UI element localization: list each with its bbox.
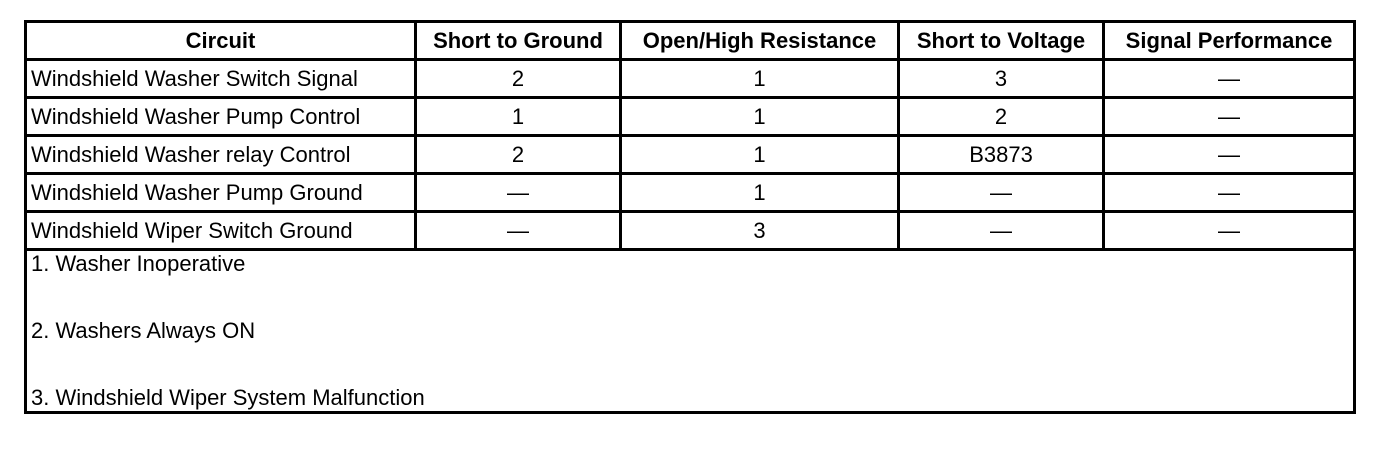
signal-performance-cell: — [1102, 172, 1356, 213]
circuit-cell: Windshield Washer Pump Control [24, 96, 417, 137]
notes-cell: 1. Washer Inoperative 2. Washers Always … [24, 248, 1356, 414]
signal-performance-cell: — [1102, 96, 1356, 137]
short-to-voltage-cell: 3 [897, 58, 1105, 99]
short-to-voltage-cell: B3873 [897, 134, 1105, 175]
short-to-ground-cell: — [414, 210, 622, 251]
circuit-cell: Windshield Washer Pump Ground [24, 172, 417, 213]
header-signal-performance: Signal Performance [1102, 20, 1356, 61]
header-short-to-voltage: Short to Voltage [897, 20, 1105, 61]
circuit-cell: Windshield Washer relay Control [24, 134, 417, 175]
table-row: Windshield Washer Switch Signal 2 1 3 — [24, 58, 1356, 99]
circuit-diagnostic-table: Circuit Short to Ground Open/High Resist… [24, 20, 1356, 414]
header-circuit: Circuit [24, 20, 417, 61]
table-row: Windshield Washer relay Control 2 1 B387… [24, 134, 1356, 175]
note-item: 1. Washer Inoperative [31, 251, 246, 277]
short-to-voltage-cell: — [897, 210, 1105, 251]
table-row: Windshield Wiper Switch Ground — 3 — — [24, 210, 1356, 251]
short-to-ground-cell: — [414, 172, 622, 213]
note-item: 2. Washers Always ON [31, 318, 256, 343]
open-high-resistance-cell: 1 [619, 172, 900, 213]
short-to-voltage-cell: 2 [897, 96, 1105, 137]
open-high-resistance-cell: 1 [619, 58, 900, 99]
short-to-ground-cell: 2 [414, 134, 622, 175]
open-high-resistance-cell: 3 [619, 210, 900, 251]
open-high-resistance-cell: 1 [619, 96, 900, 137]
header-open-high-resistance: Open/High Resistance [619, 20, 900, 61]
signal-performance-cell: — [1102, 210, 1356, 251]
circuit-cell: Windshield Wiper Switch Ground [24, 210, 417, 251]
circuit-cell: Windshield Washer Switch Signal [24, 58, 417, 99]
short-to-ground-cell: 1 [414, 96, 622, 137]
open-high-resistance-cell: 1 [619, 134, 900, 175]
short-to-voltage-cell: — [897, 172, 1105, 213]
signal-performance-cell: — [1102, 134, 1356, 175]
notes-row: 1. Washer Inoperative 2. Washers Always … [24, 248, 1356, 414]
signal-performance-cell: — [1102, 58, 1356, 99]
table-row: Windshield Washer Pump Control 1 1 2 — [24, 96, 1356, 137]
table-header-row: Circuit Short to Ground Open/High Resist… [24, 20, 1356, 61]
note-item: 3. Windshield Wiper System Malfunction [31, 385, 425, 410]
short-to-ground-cell: 2 [414, 58, 622, 99]
table-row: Windshield Washer Pump Ground — 1 — — [24, 172, 1356, 213]
header-short-to-ground: Short to Ground [414, 20, 622, 61]
